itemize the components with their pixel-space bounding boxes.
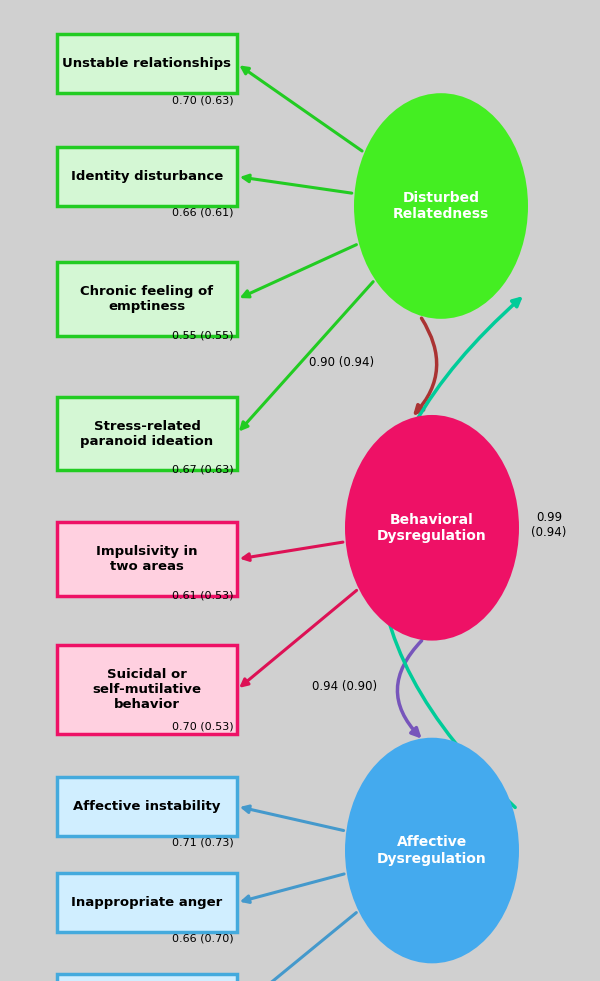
Text: Unstable relationships: Unstable relationships	[62, 57, 232, 71]
Text: Disturbed
Relatedness: Disturbed Relatedness	[393, 191, 489, 221]
Text: 0.94 (0.90): 0.94 (0.90)	[312, 680, 377, 694]
Text: 0.61 (0.53): 0.61 (0.53)	[173, 591, 234, 600]
Text: 0.66 (0.61): 0.66 (0.61)	[173, 208, 234, 218]
FancyArrowPatch shape	[243, 542, 343, 560]
FancyBboxPatch shape	[57, 147, 237, 206]
Text: Identity disturbance: Identity disturbance	[71, 170, 223, 183]
FancyArrowPatch shape	[416, 318, 437, 413]
FancyArrowPatch shape	[242, 591, 356, 686]
Text: 0.71 (0.73): 0.71 (0.73)	[172, 838, 234, 848]
FancyArrowPatch shape	[243, 806, 344, 831]
Text: Suicidal or
self-mutilative
behavior: Suicidal or self-mutilative behavior	[92, 668, 202, 711]
FancyBboxPatch shape	[57, 645, 237, 734]
Text: Impulsivity in
two areas: Impulsivity in two areas	[96, 545, 198, 573]
FancyArrowPatch shape	[379, 299, 520, 807]
FancyBboxPatch shape	[57, 777, 237, 836]
Text: Inappropriate anger: Inappropriate anger	[71, 896, 223, 909]
FancyBboxPatch shape	[57, 873, 237, 932]
Ellipse shape	[345, 415, 519, 641]
Text: Affective
Dysregulation: Affective Dysregulation	[377, 836, 487, 865]
Ellipse shape	[354, 93, 528, 319]
FancyArrowPatch shape	[242, 912, 356, 981]
Text: Chronic feeling of
emptiness: Chronic feeling of emptiness	[80, 285, 214, 313]
Text: Stress-related
paranoid ideation: Stress-related paranoid ideation	[80, 420, 214, 447]
FancyArrowPatch shape	[242, 244, 356, 297]
Text: Behavioral
Dysregulation: Behavioral Dysregulation	[377, 513, 487, 542]
Text: Affective instability: Affective instability	[73, 800, 221, 813]
FancyBboxPatch shape	[57, 34, 237, 93]
FancyBboxPatch shape	[57, 396, 237, 470]
Text: 0.70 (0.53): 0.70 (0.53)	[172, 721, 234, 731]
FancyBboxPatch shape	[57, 973, 237, 981]
FancyBboxPatch shape	[57, 262, 237, 336]
Text: 0.55 (0.55): 0.55 (0.55)	[173, 331, 234, 340]
Text: 0.70 (0.63): 0.70 (0.63)	[172, 95, 234, 105]
Text: 0.66 (0.70): 0.66 (0.70)	[172, 934, 234, 944]
Text: 0.90 (0.94): 0.90 (0.94)	[309, 356, 374, 370]
Text: 0.67 (0.63): 0.67 (0.63)	[172, 465, 234, 475]
FancyArrowPatch shape	[242, 68, 362, 151]
Text: 0.99
(0.94): 0.99 (0.94)	[532, 511, 566, 539]
FancyArrowPatch shape	[241, 282, 373, 429]
FancyArrowPatch shape	[397, 641, 422, 736]
Ellipse shape	[345, 738, 519, 963]
FancyBboxPatch shape	[57, 522, 237, 595]
FancyArrowPatch shape	[243, 176, 352, 193]
FancyArrowPatch shape	[243, 874, 344, 903]
